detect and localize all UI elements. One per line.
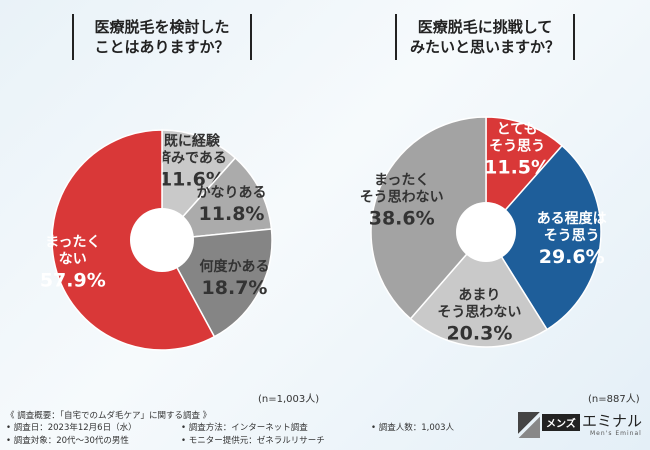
- logo-text-b: エミナル: [582, 412, 643, 430]
- logo-subtext: Men's Eminal: [590, 430, 642, 437]
- chart-left-slice-3-label-1: ない: [59, 252, 87, 268]
- chart-left-sample-size: (n=1,003人): [258, 394, 320, 405]
- chart-right-slice-0-label-1: そう思う: [489, 139, 545, 155]
- chart-right-title-line-1: 医療脱毛に挑戦して: [417, 17, 553, 36]
- chart-right-slice-1-label-0: ある程度は: [537, 210, 607, 227]
- survey-provider: • モニター提供元：ゼネラルリサーチ: [181, 435, 325, 446]
- chart-left-title-line-1: 医療脱毛を検討した: [94, 17, 230, 36]
- survey-date: • 調査日：2023年12月6日（水）: [6, 423, 137, 434]
- chart-right-slice-1-value: 29.6%: [539, 246, 605, 268]
- chart-left-slice-0: [161, 129, 237, 242]
- chart-left-title: 医療脱毛を検討した ことはありますか？: [72, 14, 252, 60]
- chart-right-slice-2-label-1: そう思わない: [437, 305, 521, 321]
- survey-footer: 《 調査概要：「自宅でのムダ毛ケア」に関する調査 》 • 調査日：2023年12…: [6, 410, 506, 447]
- chart-right-slice-3: [370, 116, 487, 320]
- survey-target: • 調査対象：20代～30代の男性: [6, 435, 129, 446]
- logo-text-a: メンズ: [542, 414, 580, 431]
- chart-right-slice-1-label-1: そう思う: [544, 228, 600, 244]
- logo-mark-icon: [518, 412, 540, 438]
- chart-right-slice-3-label-1: そう思わない: [360, 190, 444, 206]
- survey-method: • 調査方法：インターネット調査: [181, 423, 308, 434]
- chart-right-sample-size: (n=887人): [588, 394, 640, 405]
- chart-left-center-hole: [130, 208, 194, 272]
- chart-right-slice-1: [485, 144, 602, 331]
- survey-count: • 調査人数：1,003人: [371, 423, 455, 434]
- chart-left-slice-1-label-0: かなりある: [197, 185, 267, 201]
- chart-left-slice-3-value: 57.9%: [40, 270, 106, 292]
- chart-left-slice-0-label-1: 済みである: [157, 150, 227, 167]
- chart-right-slice-2-value: 20.3%: [446, 323, 512, 345]
- chart-right-slice-3-label-0: まったく: [374, 173, 429, 189]
- chart-left-slice-2-label-0: 何度かある: [200, 258, 270, 275]
- brand-logo: メンズ エミナル Men's Eminal: [518, 410, 642, 442]
- chart-left-slice-0-label-0: 既に経験: [164, 133, 221, 150]
- chart-right-slice-0-value: 11.5%: [484, 157, 550, 179]
- chart-left-slice-1: [160, 156, 273, 241]
- chart-left-title-line-2: ことはありますか？: [94, 38, 230, 56]
- chart-right-slice-0-label-0: とても: [497, 122, 538, 138]
- chart-left-slice-2-value: 18.7%: [202, 277, 268, 299]
- chart-right-center-hole: [456, 202, 516, 262]
- chart-left-slice-3-label-0: まったく: [45, 235, 100, 251]
- chart-right-slice-0: [485, 116, 564, 234]
- chart-right-title-line-2: みたいと思いますか？: [409, 38, 560, 56]
- chart-left-slice-0-value: 11.6%: [159, 169, 225, 191]
- chart-right-slice-2-label-0: あまり: [458, 288, 500, 304]
- chart-right-slice-3-value: 38.6%: [369, 208, 435, 230]
- survey-title: 《 調査概要：「自宅でのムダ毛ケア」に関する調査 》: [6, 411, 212, 421]
- chart-right-slice-2: [409, 230, 549, 348]
- chart-left-slice-1-value: 11.8%: [199, 203, 265, 225]
- chart-right-title: 医療脱毛に挑戦して みたいと思いますか？: [395, 14, 575, 60]
